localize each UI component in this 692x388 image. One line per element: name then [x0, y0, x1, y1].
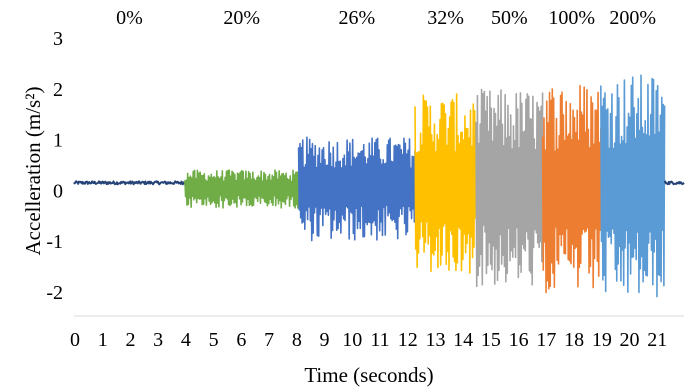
x-tick-label: 1	[98, 329, 108, 351]
segment-label: 200%	[609, 7, 656, 29]
x-tick-label: 20	[620, 329, 640, 351]
x-tick-label: 15	[481, 329, 501, 351]
x-tick-label: 21	[647, 329, 667, 351]
segment-label: 50%	[491, 7, 528, 29]
x-tick-label: 11	[370, 329, 389, 351]
x-tick-label: 8	[292, 329, 302, 351]
x-tick-label: 12	[398, 329, 418, 351]
x-tick-label: 19	[592, 329, 612, 351]
x-tick-label: 6	[236, 329, 246, 351]
x-tick-label: 17	[536, 329, 556, 351]
signal-segment	[541, 84, 602, 294]
y-tick-labels: -2 -1 0 1 2 3	[46, 28, 63, 304]
signal-segment	[184, 169, 300, 209]
y-tick-label: 3	[53, 28, 63, 50]
segment-label: 26%	[338, 7, 375, 29]
y-tick-label: -2	[46, 282, 63, 304]
y-tick-label: 0	[53, 180, 63, 202]
x-tick-label: 3	[153, 329, 163, 351]
y-axis-label: Accelleration (m/s²)	[21, 87, 45, 256]
segment-label: 100%	[548, 7, 595, 29]
x-tick-labels: 0 1 2 3 4 5 6 7 8 9 10 11 12 13 14 15 16 17 18 19 20 21	[70, 329, 667, 351]
segment-label: 32%	[427, 7, 464, 29]
signal-segment	[297, 136, 416, 242]
signal-segment	[414, 93, 477, 274]
signal-segment	[475, 88, 544, 288]
x-tick-label: 14	[453, 329, 473, 351]
segment-label: 20%	[223, 7, 260, 29]
signal-segment	[663, 180, 685, 186]
segment-labels: 0% 20% 26% 32% 50% 100% 200%	[116, 7, 656, 29]
x-tick-label: 7	[264, 329, 274, 351]
segment-label: 0%	[116, 7, 143, 29]
x-tick-label: 10	[342, 329, 362, 351]
x-tick-label: 5	[209, 329, 219, 351]
x-tick-label: 0	[70, 329, 80, 351]
x-axis-label: Time (seconds)	[304, 363, 433, 387]
signal-series-group	[73, 74, 685, 298]
y-tick-label: -1	[46, 231, 63, 253]
x-tick-label: 18	[564, 329, 584, 351]
y-tick-label: 2	[53, 79, 63, 101]
x-tick-label: 2	[125, 329, 135, 351]
x-tick-label: 16	[509, 329, 529, 351]
signal-segment	[73, 180, 186, 186]
x-tick-label: 9	[320, 329, 330, 351]
x-tick-label: 4	[181, 329, 191, 351]
x-tick-label: 13	[425, 329, 445, 351]
y-tick-label: 1	[53, 130, 63, 152]
signal-segment	[600, 74, 666, 298]
